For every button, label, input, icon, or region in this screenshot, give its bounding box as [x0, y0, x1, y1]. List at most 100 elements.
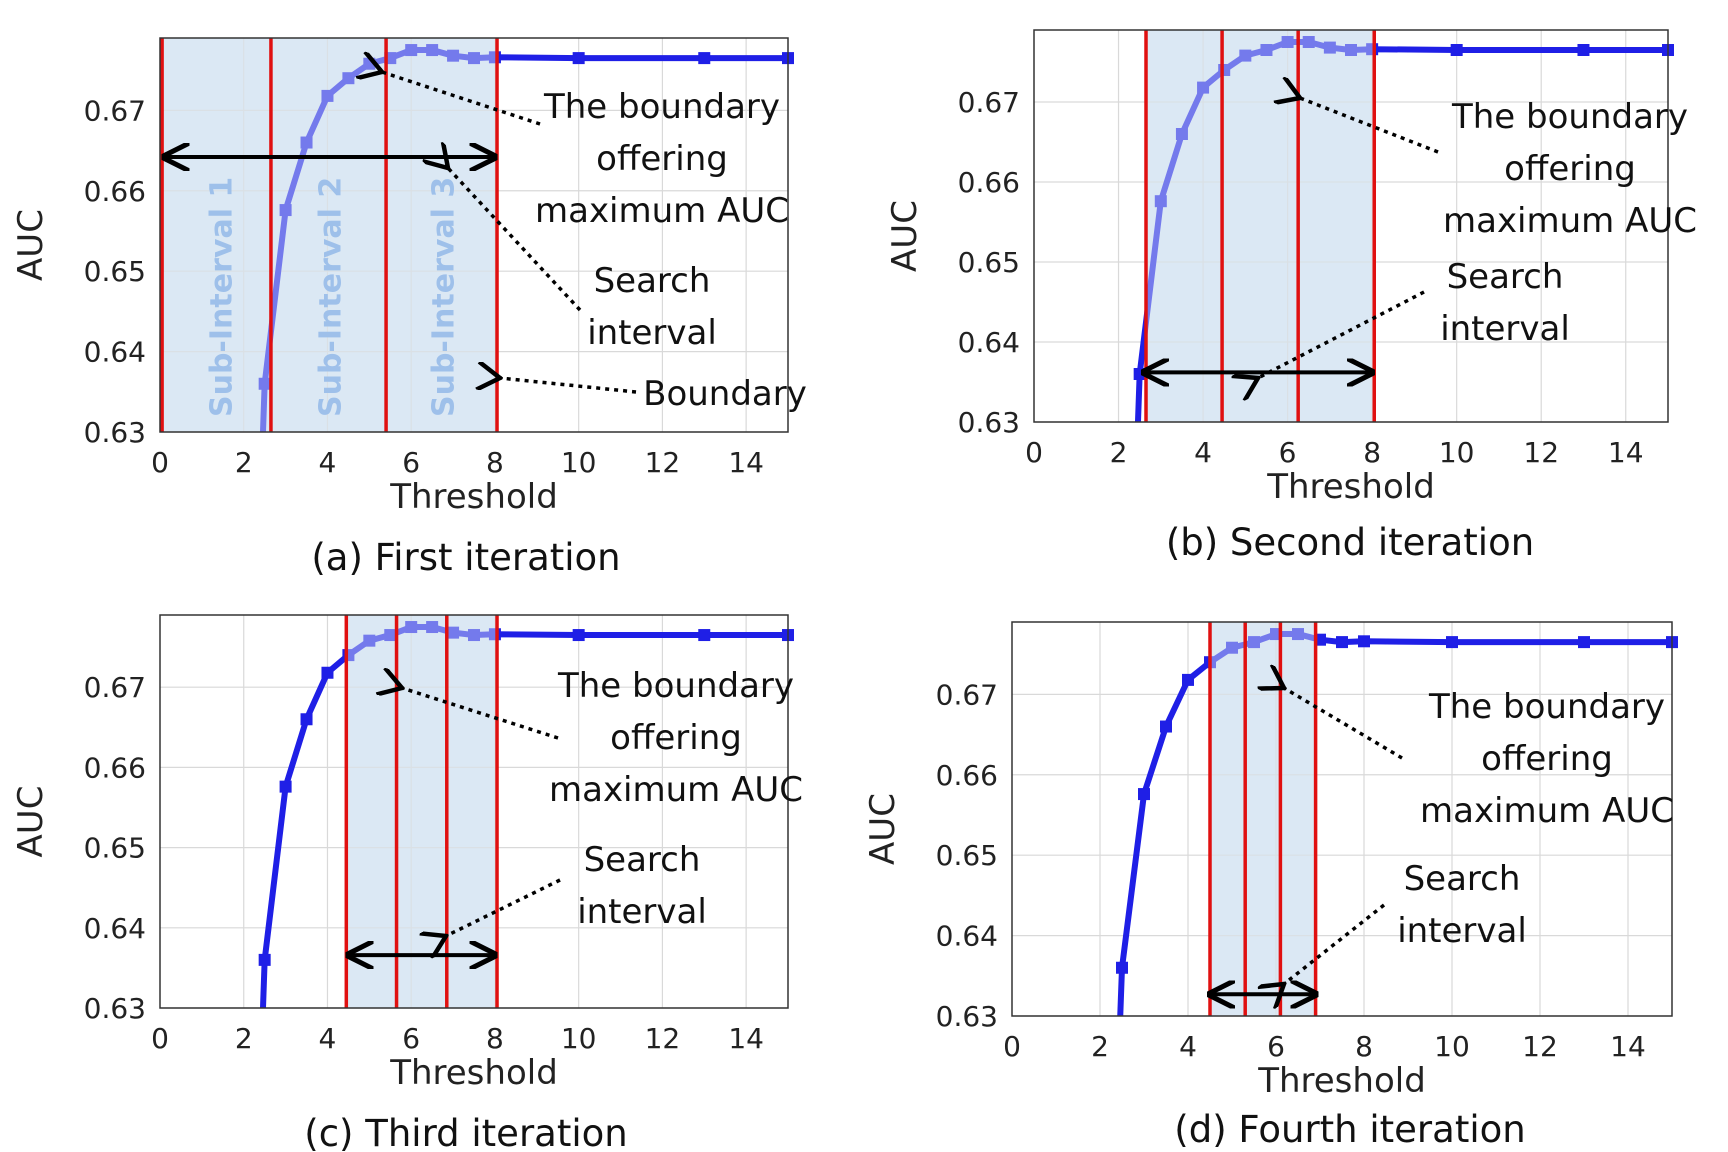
search-interval-shade — [162, 38, 498, 432]
x-tick-label: 4 — [319, 446, 337, 479]
y-tick-label: 0.65 — [936, 839, 998, 872]
annotation-pointer — [446, 878, 561, 936]
x-tick-label: 10 — [1439, 436, 1475, 469]
x-tick-label: 4 — [1194, 436, 1212, 469]
data-point — [258, 377, 271, 390]
data-point — [468, 629, 480, 642]
x-tick-label: 0 — [1003, 1030, 1021, 1063]
data-point — [405, 621, 418, 634]
auc-curve-line — [1117, 631, 1672, 1016]
data-point — [342, 72, 355, 85]
x-tick-label: 12 — [645, 1022, 681, 1055]
sub-interval-label: Sub-Interval 3 — [427, 177, 462, 417]
plot-frame — [1011, 621, 1673, 1017]
annotation-line: Search — [594, 261, 711, 301]
x-tick-label: 0 — [1025, 436, 1043, 469]
y-tick-label: 0.64 — [84, 336, 146, 369]
x-axis-label: Threshold — [389, 1053, 558, 1093]
annotation-line: The boundary — [543, 87, 780, 127]
x-tick-label: 10 — [561, 1022, 597, 1055]
annotation-text: Search interval — [1397, 859, 1527, 951]
data-point — [1358, 635, 1370, 648]
x-tick-label: 14 — [728, 446, 764, 479]
data-point — [1154, 195, 1167, 208]
interval-overlay — [162, 38, 498, 432]
x-axis-label: Threshold — [1266, 467, 1435, 507]
data-point — [1116, 961, 1128, 974]
grid — [1012, 622, 1672, 1017]
annotation-line: Search — [584, 840, 701, 880]
x-tick-label: 6 — [402, 446, 420, 479]
y-tick-label: 0.66 — [958, 166, 1020, 199]
grid — [160, 615, 788, 1009]
interval-overlay — [1210, 622, 1316, 1016]
x-tick-label: 8 — [1363, 436, 1381, 469]
x-tick-label: 14 — [1608, 436, 1644, 469]
data-point — [468, 52, 480, 65]
annotation-line: offering — [610, 718, 742, 758]
interval-overlay — [346, 615, 498, 1008]
y-tick-label: 0.64 — [958, 326, 1020, 359]
data-point — [572, 52, 585, 65]
data-point — [447, 49, 460, 62]
annotation-line: The boundary — [1451, 97, 1688, 137]
x-tick-label: 2 — [235, 446, 253, 479]
data-point — [1292, 628, 1304, 641]
data-point — [1175, 128, 1188, 140]
annotation-line: offering — [596, 139, 728, 179]
auc-curve-line — [259, 47, 788, 432]
x-tick-label: 6 — [402, 1022, 420, 1055]
y-tick-label: 0.66 — [84, 751, 146, 784]
x-tick-label: 4 — [319, 1022, 337, 1055]
data-point — [321, 666, 334, 679]
chart-panel-1: Sub-Interval 1 Sub-Interval 2 Sub-Interval… — [11, 37, 807, 579]
data-point — [1138, 788, 1150, 801]
x-tick-label: 8 — [486, 1022, 504, 1055]
x-tick-label: 14 — [1610, 1030, 1646, 1063]
y-tick-label: 0.64 — [936, 920, 998, 953]
data-point — [572, 629, 585, 642]
annotation-line: maximum AUC — [549, 770, 803, 810]
data-point — [405, 44, 418, 57]
y-tick-label: 0.63 — [958, 406, 1020, 439]
annotation-text: The boundary offering maximum AUC — [1443, 97, 1697, 241]
data-point — [384, 629, 397, 642]
y-tick-label: 0.66 — [84, 175, 146, 208]
plot-frame — [1033, 29, 1669, 423]
data-point — [447, 626, 460, 639]
panel-caption: (a) First iteration — [311, 536, 620, 579]
annotation-text: Search interval — [1440, 257, 1570, 349]
auc-curve-line — [259, 624, 788, 1008]
annotation-line: maximum AUC — [1443, 201, 1697, 241]
data-point — [1450, 44, 1463, 56]
y-tick-label: 0.63 — [84, 416, 146, 449]
y-tick-label: 0.67 — [84, 671, 146, 704]
x-tick-label: 14 — [728, 1022, 764, 1055]
annotation-pointer — [1284, 903, 1386, 984]
data-point — [279, 780, 292, 793]
y-axis-label: AUC — [885, 200, 925, 272]
data-point — [1182, 673, 1194, 686]
y-axis-label: AUC — [11, 209, 51, 281]
y-tick-label: 0.67 — [84, 94, 146, 127]
data-point — [363, 634, 376, 647]
data-point — [426, 621, 439, 634]
plot-frame — [159, 37, 789, 433]
annotation-pointer — [1300, 98, 1439, 154]
chart-panel-3: 0 2 4 6 8 10 12 14 0.63 0.64 0.65 0.66 0.67 Threshold… — [11, 614, 803, 1152]
x-tick-label: 8 — [1355, 1030, 1373, 1063]
data-point — [698, 52, 711, 65]
x-axis-label: Threshold — [389, 477, 558, 517]
data-point — [384, 52, 397, 65]
auc-curve-line — [1134, 39, 1668, 422]
annotation-line: The boundary — [1428, 687, 1665, 727]
y-tick-label: 0.65 — [958, 246, 1020, 279]
data-point — [1577, 44, 1590, 56]
annotation-text: The boundary offering maximum AUC — [1420, 687, 1674, 831]
data-point — [1336, 636, 1348, 649]
panel-caption: (b) Second iteration — [1166, 521, 1534, 564]
annotation-line: interval — [577, 892, 707, 932]
data-point — [1239, 49, 1252, 62]
y-axis-label: AUC — [11, 786, 51, 858]
